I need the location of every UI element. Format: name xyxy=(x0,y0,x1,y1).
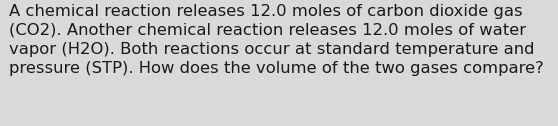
Text: A chemical reaction releases 12.0 moles of carbon dioxide gas
(CO2). Another che: A chemical reaction releases 12.0 moles … xyxy=(9,4,543,76)
